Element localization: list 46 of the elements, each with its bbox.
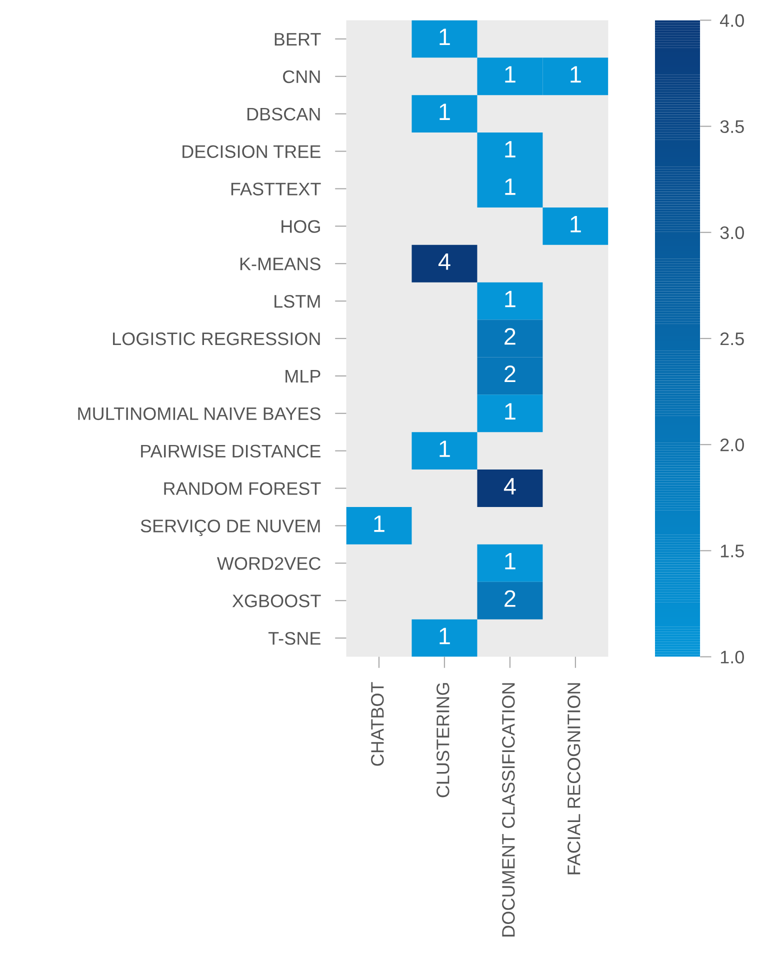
data-label: 1 — [505, 290, 516, 308]
y-tick-label: T-SNE — [268, 632, 320, 645]
y-tick-label: MULTINOMIAL NAIVE BAYES — [78, 407, 320, 420]
y-tick-label: CNN — [283, 70, 320, 84]
y-tick-label: HOG — [282, 220, 320, 233]
y-tick-label: RANDOM FOREST — [164, 482, 321, 495]
data-label: 1 — [505, 553, 516, 570]
data-label: 2 — [504, 328, 516, 345]
data-label: 4 — [504, 478, 516, 494]
data-label: 1 — [440, 628, 450, 644]
y-tick-label: DBSCAN — [247, 108, 320, 121]
data-label: 1 — [505, 141, 516, 158]
data-label: 1 — [570, 216, 581, 232]
data-label: 4 — [438, 253, 450, 270]
x-tick-label: DOCUMENT CLASSIFICATION — [502, 683, 515, 936]
color-bar-label: 4.0 — [720, 14, 744, 27]
y-tick-label: DECISION TREE — [182, 145, 320, 158]
data-label: 2 — [504, 366, 516, 382]
data-label: 1 — [570, 66, 581, 82]
x-tick-label: FACIAL RECOGNITION — [568, 683, 580, 874]
y-tick-label: MLP — [286, 370, 320, 382]
data-label: 1 — [374, 516, 384, 532]
data-label: 1 — [505, 66, 516, 82]
data-label: 1 — [505, 403, 516, 420]
x-tick-label: CHATBOT — [371, 682, 384, 766]
data-label: 1 — [440, 28, 450, 46]
y-tick-label: WORD2VEC — [216, 557, 321, 570]
color-bar-label: 2.5 — [720, 332, 744, 346]
data-label: 1 — [505, 178, 516, 195]
y-tick-label: FASTTEXT — [231, 182, 321, 196]
y-tick-label: SERVIÇO DE NUVEM — [140, 520, 320, 536]
y-tick-label: XGBOOST — [232, 594, 321, 608]
y-tick-label: PAIRWISE DISTANCE — [141, 444, 320, 458]
y-tick-label: LOGISTIC REGRESSION — [113, 332, 320, 346]
data-label: 1 — [440, 104, 450, 120]
data-label: 1 — [440, 440, 450, 457]
color-bar-label: 3.0 — [720, 226, 744, 240]
y-tick-label: BERT — [274, 33, 321, 46]
color-bar-label: 3.5 — [720, 120, 744, 134]
color-bar-label: 2.0 — [720, 438, 744, 452]
color-bar-label: 1.0 — [720, 650, 744, 664]
data-label: 2 — [504, 590, 516, 607]
y-tick-label: K-MEANS — [240, 258, 320, 270]
x-tick-label: CLUSTERING — [436, 683, 450, 798]
color-bar-label: 1.5 — [720, 544, 744, 558]
y-tick-label: LSTM — [274, 294, 320, 308]
